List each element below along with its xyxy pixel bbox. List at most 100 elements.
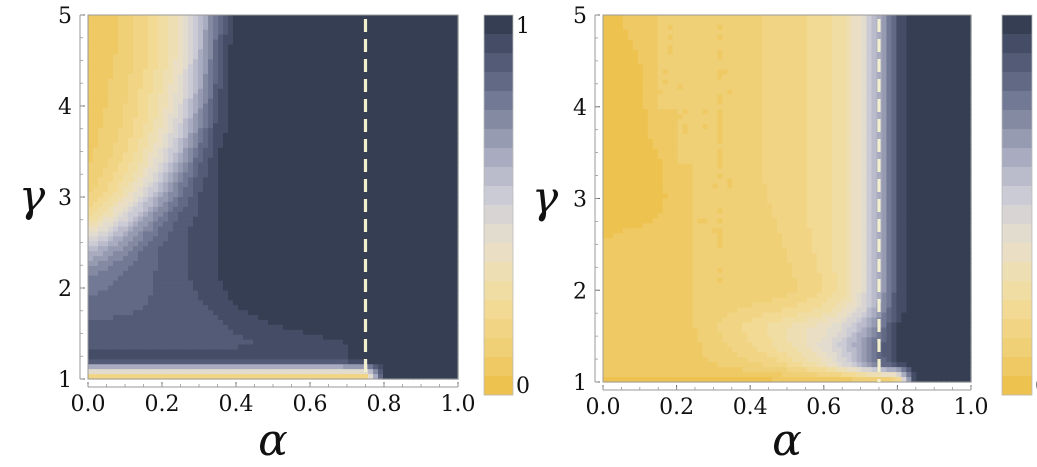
- heatmap-cell: [138, 167, 144, 174]
- heatmap-cell: [408, 34, 414, 41]
- heatmap-cell: [98, 246, 104, 252]
- heatmap-cell: [238, 231, 244, 237]
- heatmap-cell: [188, 69, 194, 75]
- heatmap-cell: [423, 157, 429, 164]
- heatmap-cell: [213, 152, 219, 159]
- heatmap-cell: [288, 162, 294, 169]
- heatmap-cell: [443, 251, 449, 257]
- heatmap-cell: [133, 310, 139, 316]
- heatmap-cell: [328, 241, 334, 247]
- heatmap-cell: [303, 216, 309, 223]
- heatmap-cell: [103, 251, 109, 257]
- heatmap-cell: [133, 113, 139, 119]
- heatmap-cell: [378, 83, 384, 90]
- heatmap-cell: [308, 270, 314, 277]
- heatmap-cell: [388, 280, 394, 287]
- heatmap-cell: [278, 108, 284, 114]
- heatmap-cell: [93, 108, 99, 114]
- heatmap-cell: [123, 246, 129, 252]
- heatmap-cell: [378, 197, 384, 203]
- heatmap-cell: [153, 152, 159, 159]
- heatmap-cell: [343, 275, 349, 282]
- heatmap-cell: [373, 260, 379, 267]
- heatmap-cell: [163, 162, 169, 169]
- heatmap-cell: [253, 290, 259, 296]
- heatmap-cell: [338, 54, 344, 60]
- heatmap-cell: [383, 128, 389, 134]
- heatmap-cell: [88, 319, 94, 326]
- heatmap-cell: [233, 315, 239, 321]
- heatmap-cell: [128, 334, 134, 341]
- heatmap-cell: [188, 182, 194, 188]
- heatmap-cell: [178, 280, 184, 287]
- heatmap-cell: [303, 256, 309, 262]
- heatmap-cell: [418, 74, 424, 80]
- heatmap-cell: [423, 236, 429, 242]
- heatmap-cell: [263, 334, 269, 341]
- heatmap-cell: [353, 83, 359, 90]
- heatmap-cell: [333, 201, 339, 208]
- heatmap-cell: [388, 123, 394, 129]
- heatmap-cell: [213, 256, 219, 262]
- heatmap-cell: [318, 147, 324, 154]
- heatmap-cell: [228, 133, 234, 139]
- heatmap-cell: [363, 334, 369, 341]
- heatmap-cell: [173, 201, 179, 208]
- heatmap-cell: [293, 167, 299, 174]
- heatmap-cell: [183, 167, 189, 174]
- heatmap-cell: [93, 344, 99, 351]
- heatmap-cell: [88, 88, 94, 95]
- heatmap-cell: [143, 319, 149, 326]
- heatmap-cell: [398, 24, 404, 31]
- heatmap-cell: [408, 256, 414, 262]
- heatmap-cell: [148, 231, 154, 237]
- heatmap-cell: [428, 334, 434, 341]
- heatmap-cell: [278, 172, 284, 178]
- heatmap-cell: [283, 305, 289, 311]
- heatmap-cell: [343, 290, 349, 296]
- heatmap-cell: [238, 182, 244, 188]
- heatmap-cell: [418, 49, 424, 55]
- heatmap-cell: [398, 305, 404, 311]
- heatmap-cell: [393, 300, 399, 306]
- heatmap-cell: [278, 329, 284, 336]
- heatmap-cell: [283, 78, 289, 85]
- heatmap-cell: [208, 69, 214, 75]
- heatmap-cell: [103, 64, 109, 70]
- heatmap-cell: [168, 24, 174, 31]
- heatmap-cell: [98, 251, 104, 257]
- heatmap-cell: [378, 280, 384, 287]
- heatmap-cell: [228, 142, 234, 149]
- heatmap-cell: [248, 182, 254, 188]
- heatmap-cell: [123, 231, 129, 237]
- heatmap-cell: [438, 34, 444, 41]
- heatmap-cell: [298, 280, 304, 287]
- heatmap-cell: [188, 197, 194, 203]
- heatmap-cell: [328, 44, 334, 51]
- heatmap-cell: [343, 260, 349, 267]
- heatmap-cell: [273, 162, 279, 169]
- heatmap-cell: [433, 251, 439, 257]
- heatmap-cell: [148, 315, 154, 321]
- heatmap-cell: [408, 319, 414, 326]
- heatmap-cell: [108, 265, 114, 272]
- heatmap-cell: [208, 118, 214, 124]
- heatmap-cell: [208, 29, 214, 36]
- heatmap-cell: [223, 108, 229, 114]
- heatmap-cell: [98, 241, 104, 247]
- heatmap-cell: [213, 83, 219, 90]
- heatmap-cell: [283, 300, 289, 306]
- heatmap-cell: [183, 118, 189, 124]
- heatmap-cell: [218, 59, 224, 65]
- heatmap-cell: [408, 113, 414, 119]
- heatmap-cell: [313, 69, 319, 75]
- heatmap-cell: [373, 29, 379, 36]
- heatmap-cell: [448, 24, 454, 31]
- heatmap-cell: [238, 24, 244, 31]
- heatmap-cell: [118, 93, 124, 100]
- heatmap-cell: [403, 275, 409, 282]
- heatmap-cell: [343, 103, 349, 110]
- heatmap-cell: [228, 192, 234, 198]
- heatmap-cell: [133, 324, 139, 331]
- heatmap-cell: [378, 152, 384, 159]
